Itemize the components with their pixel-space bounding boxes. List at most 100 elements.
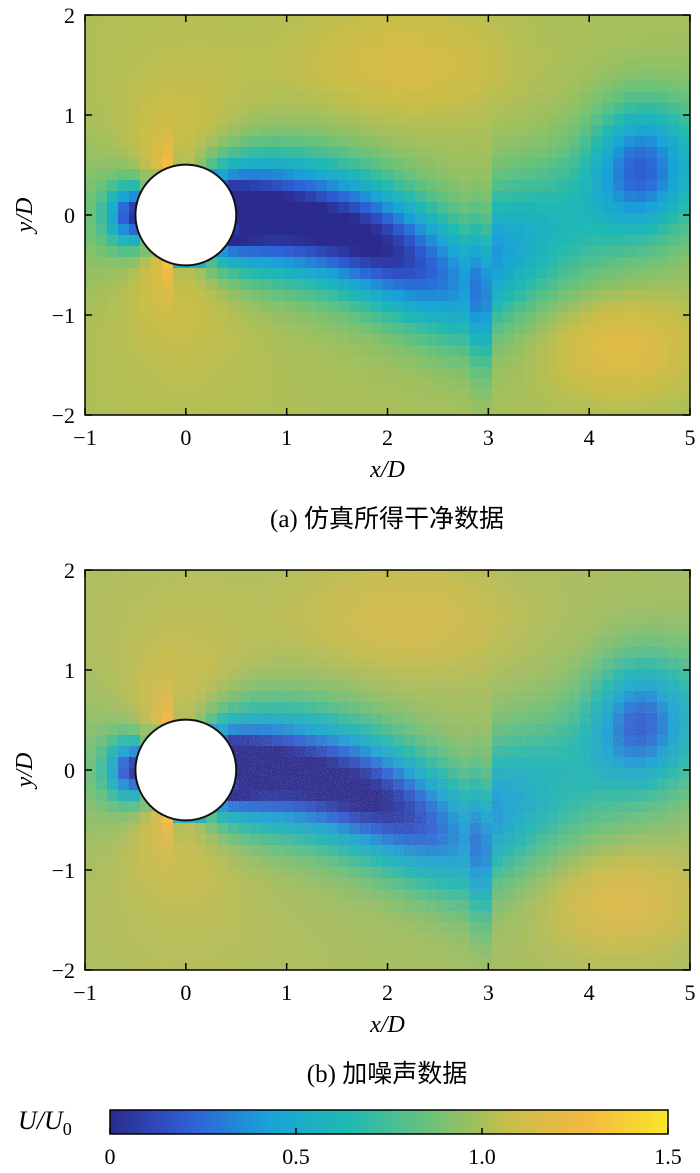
field-cell bbox=[569, 136, 581, 148]
field-cell bbox=[613, 312, 625, 324]
field-cell bbox=[459, 224, 471, 236]
field-cell bbox=[580, 191, 592, 203]
field-cell bbox=[448, 48, 460, 60]
field-cell bbox=[85, 312, 97, 324]
field-cell bbox=[415, 180, 427, 192]
field-cell bbox=[184, 136, 196, 148]
field-cell bbox=[294, 191, 306, 203]
field-cell bbox=[492, 334, 504, 346]
field-cell bbox=[591, 158, 603, 170]
field-cell bbox=[514, 257, 526, 269]
x-tick-label: 2 bbox=[382, 980, 393, 1005]
field-cell bbox=[382, 81, 394, 93]
field-cell bbox=[470, 48, 482, 60]
field-cell bbox=[613, 37, 625, 49]
field-cell bbox=[591, 224, 603, 236]
field-cell bbox=[272, 378, 284, 390]
field-cell bbox=[580, 103, 592, 115]
field-cell bbox=[657, 367, 669, 379]
field-cell bbox=[360, 246, 372, 258]
field-cell bbox=[316, 26, 328, 38]
field-cell bbox=[228, 37, 240, 49]
field-cell bbox=[371, 125, 383, 137]
field-cell bbox=[129, 246, 141, 258]
field-cell bbox=[437, 37, 449, 49]
field-cell bbox=[558, 191, 570, 203]
field-cell bbox=[96, 378, 108, 390]
field-cell bbox=[338, 345, 350, 357]
field-cell bbox=[481, 400, 493, 412]
field-cell bbox=[228, 246, 240, 258]
field-cell bbox=[503, 169, 515, 181]
field-cell bbox=[602, 290, 614, 302]
field-cell bbox=[327, 268, 339, 280]
field-cell bbox=[426, 48, 438, 60]
field-cell bbox=[437, 103, 449, 115]
field-cell bbox=[305, 279, 317, 291]
field-cell bbox=[558, 136, 570, 148]
field-cell bbox=[85, 301, 97, 313]
field-cell bbox=[151, 37, 163, 49]
field-cell bbox=[360, 136, 372, 148]
field-cell bbox=[173, 268, 185, 280]
field-cell bbox=[360, 257, 372, 269]
field-cell bbox=[206, 323, 218, 335]
field-cell bbox=[327, 235, 339, 247]
field-cell bbox=[129, 15, 141, 27]
field-cell bbox=[481, 268, 493, 280]
field-cell bbox=[591, 114, 603, 126]
field-cell bbox=[558, 356, 570, 368]
field-cell bbox=[415, 147, 427, 159]
field-cell bbox=[536, 356, 548, 368]
field-cell bbox=[118, 136, 130, 148]
field-cell bbox=[393, 114, 405, 126]
field-cell bbox=[195, 367, 207, 379]
field-cell bbox=[602, 411, 614, 415]
field-cell bbox=[393, 378, 405, 390]
field-cell bbox=[657, 400, 669, 412]
field-cell bbox=[679, 15, 690, 27]
field-cell bbox=[239, 158, 251, 170]
field-cell bbox=[415, 290, 427, 302]
field-cell bbox=[239, 378, 251, 390]
field-cell bbox=[140, 26, 152, 38]
field-cell bbox=[217, 323, 229, 335]
field-cell bbox=[437, 125, 449, 137]
field-cell bbox=[635, 136, 647, 148]
field-cell bbox=[448, 268, 460, 280]
field-cell bbox=[107, 169, 119, 181]
field-cell bbox=[591, 81, 603, 93]
field-cell bbox=[349, 191, 361, 203]
field-cell bbox=[239, 411, 251, 415]
field-cell bbox=[140, 411, 152, 415]
field-cell bbox=[206, 92, 218, 104]
field-cell bbox=[360, 367, 372, 379]
field-cell bbox=[261, 125, 273, 137]
field-cell bbox=[283, 279, 295, 291]
field-cell bbox=[635, 48, 647, 60]
field-cell bbox=[382, 114, 394, 126]
field-cell bbox=[261, 389, 273, 401]
field-cell bbox=[206, 356, 218, 368]
field-cell bbox=[195, 136, 207, 148]
field-cell bbox=[602, 246, 614, 258]
field-cell bbox=[448, 356, 460, 368]
field-cell bbox=[580, 37, 592, 49]
field-cell bbox=[184, 290, 196, 302]
field-cell bbox=[437, 191, 449, 203]
field-cell bbox=[250, 48, 262, 60]
field-cell bbox=[668, 169, 680, 181]
field-cell bbox=[107, 301, 119, 313]
field-cell bbox=[404, 356, 416, 368]
field-cell bbox=[591, 15, 603, 27]
field-cell bbox=[404, 213, 416, 225]
field-cell bbox=[613, 356, 625, 368]
field-cell bbox=[547, 213, 559, 225]
field-cell bbox=[415, 103, 427, 115]
field-cell bbox=[371, 323, 383, 335]
colorbar-label-u: U bbox=[18, 1106, 39, 1135]
field-cell bbox=[250, 15, 262, 27]
field-cell bbox=[261, 400, 273, 412]
field-cell bbox=[305, 81, 317, 93]
field-cell bbox=[569, 59, 581, 71]
